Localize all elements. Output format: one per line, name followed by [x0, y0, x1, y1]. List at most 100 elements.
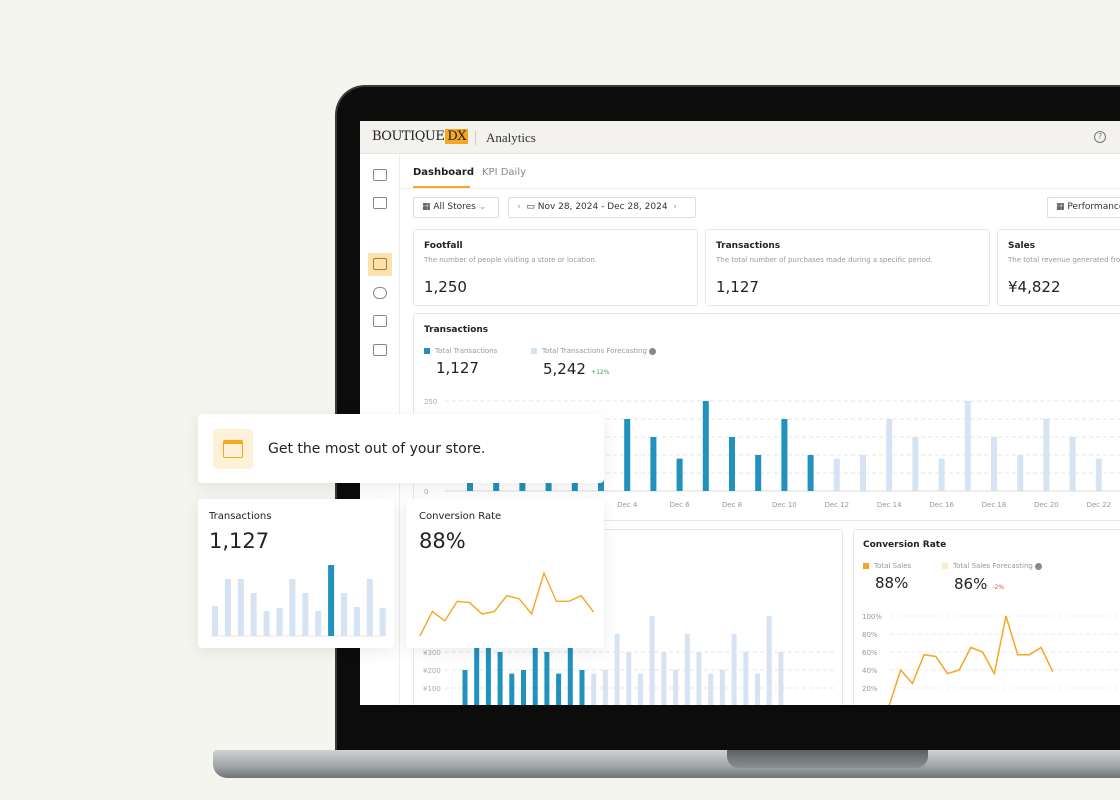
kpi-desc: The total revenue generated fro	[1008, 256, 1120, 264]
tab-kpi-daily[interactable]: KPI Daily	[482, 167, 527, 178]
mini-line	[419, 570, 595, 637]
conversion-panel: Conversion Rate Total Sales 88% Total Sa…	[853, 529, 1120, 705]
actual-bar	[462, 670, 468, 705]
x-tick-label: Dec 22	[1086, 501, 1111, 509]
store-select-value: All Stores	[433, 202, 476, 212]
y-tick-label: 100%	[862, 613, 882, 621]
forecast-bar	[719, 670, 725, 705]
kpi-card-footfall: Footfall The number of people visiting a …	[413, 229, 698, 306]
actual-value: 88%	[875, 574, 909, 592]
mini-title: Transactions	[209, 511, 272, 522]
y-tick-label: 0	[424, 488, 428, 496]
store-select[interactable]: ▦ All Stores ⌄	[413, 197, 499, 218]
conversion-chart: 100% 80% 60% 40% 20%	[862, 613, 1120, 705]
actual-bar	[781, 419, 788, 491]
kpi-title: Transactions	[716, 241, 781, 251]
actual-bar	[474, 625, 480, 705]
change-badge: +12%	[591, 369, 610, 376]
mini-bar	[263, 611, 270, 636]
forecast-bar	[708, 673, 714, 705]
chevron-down-icon: ⌄	[478, 202, 487, 212]
forecast-bar	[912, 437, 919, 491]
actual-bar	[807, 455, 814, 491]
mini-bar	[224, 579, 231, 636]
users-icon[interactable]	[373, 287, 387, 299]
kpi-value: 1,250	[424, 278, 467, 296]
x-tick-label: Dec 8	[722, 501, 742, 509]
logo[interactable]: BOUTIQUE DX	[372, 129, 469, 144]
info-icon[interactable]	[1035, 562, 1043, 570]
kpi-desc: The total number of purchases made durin…	[716, 256, 933, 264]
app-header: BOUTIQUE DX Analytics ?	[360, 121, 1120, 154]
forecast-bar	[626, 652, 632, 705]
calendar-settings-icon[interactable]	[373, 197, 387, 209]
mini-bar	[379, 608, 386, 636]
y-tick-label: 250	[424, 398, 437, 406]
x-tick-label: Dec 16	[929, 501, 954, 509]
actual-bar	[624, 419, 631, 491]
mini-bar	[237, 579, 244, 636]
actual-bar	[509, 673, 515, 705]
forecast-bar	[938, 458, 945, 491]
mini-title: Conversion Rate	[419, 511, 502, 522]
forecast-bar	[673, 670, 679, 705]
actual-bar	[579, 670, 585, 705]
forecast-bar	[1017, 455, 1024, 491]
home-icon[interactable]	[373, 169, 387, 181]
mini-bar-chart	[211, 565, 386, 637]
x-tick-label: Dec 14	[877, 501, 902, 509]
chevron-right-icon[interactable]: ›	[673, 202, 677, 212]
performance-button[interactable]: ▦ Performance	[1047, 197, 1120, 218]
logo-text: BOUTIQUE	[372, 129, 445, 144]
forecast-bar	[886, 419, 893, 491]
mini-bar	[212, 606, 218, 636]
kpi-value: 1,127	[716, 278, 759, 296]
x-tick-label: Dec 10	[772, 501, 797, 509]
kpi-card-transactions: Transactions The total number of purchase…	[705, 229, 990, 306]
y-tick-label: 20%	[862, 685, 878, 693]
laptop-base	[213, 750, 1120, 778]
chevron-left-icon[interactable]: ‹	[517, 202, 521, 212]
info-icon[interactable]	[649, 347, 657, 355]
kpi-card-sales: Sales The total revenue generated fro ¥4,8…	[997, 229, 1120, 306]
bar-chart-icon[interactable]	[373, 258, 387, 270]
laptop-notch	[727, 750, 928, 768]
calendar-star-icon[interactable]	[373, 344, 387, 356]
mini-bar	[289, 579, 296, 636]
panel-title: Conversion Rate	[863, 540, 947, 550]
forecast-bar	[591, 673, 597, 705]
actual-bar	[729, 437, 735, 491]
mini-bar	[366, 579, 373, 636]
actual-bar	[702, 401, 709, 491]
forecast-bar	[661, 652, 667, 705]
mini-value: 88%	[419, 529, 466, 553]
forecast-bar	[991, 437, 997, 491]
forecast-value: 86%	[954, 575, 988, 593]
mini-bar	[315, 611, 322, 636]
mini-transactions-card: Transactions 1,127	[198, 499, 394, 648]
forecast-bar	[1069, 437, 1076, 491]
help-circle-icon[interactable]: ?	[1094, 131, 1106, 143]
calendar-edit-icon[interactable]	[373, 315, 387, 327]
legend-actual: Total Transactions	[424, 347, 497, 355]
date-range-value: Nov 28, 2024 - Dec 28, 2024	[537, 202, 668, 212]
forecast-bar	[684, 634, 690, 705]
legend-forecast: Total Sales Forecasting	[942, 562, 1043, 570]
y-tick-label: 60%	[862, 649, 878, 657]
forecast-bar	[860, 455, 866, 491]
x-tick-label: Dec 18	[982, 501, 1007, 509]
kpi-desc: The number of people visiting a store or…	[424, 256, 598, 264]
actual-value: 1,127	[436, 359, 479, 377]
y-tick-label: ¥200	[423, 667, 441, 675]
forecast-bar	[649, 616, 655, 705]
total-sales-line	[888, 615, 1054, 705]
forecast-bar	[778, 652, 784, 705]
active-tab-indicator	[413, 186, 470, 188]
kpi-title: Footfall	[424, 241, 463, 251]
actual-bar	[532, 625, 538, 705]
forecast-bar	[755, 673, 760, 705]
date-range-picker[interactable]: ‹ ▭ Nov 28, 2024 - Dec 28, 2024 ›	[508, 197, 696, 218]
tab-dashboard[interactable]: Dashboard	[413, 167, 474, 178]
x-tick-label: Dec 6	[669, 501, 690, 509]
calendar-icon: ▭	[526, 202, 535, 212]
